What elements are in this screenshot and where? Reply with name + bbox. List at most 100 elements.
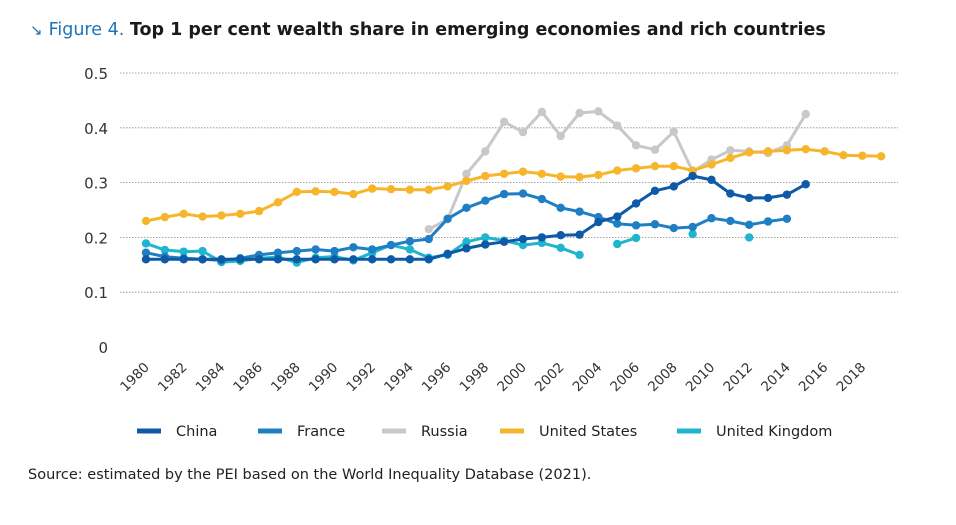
data-point-france	[613, 219, 622, 228]
data-point-china	[669, 182, 678, 191]
data-point-france	[311, 245, 320, 254]
data-point-united-states	[707, 160, 716, 169]
data-point-united-states	[292, 187, 301, 197]
data-point-france	[443, 214, 452, 223]
y-tick-label: 0.3	[84, 175, 108, 193]
data-point-china	[368, 255, 377, 264]
data-point-france	[688, 222, 697, 232]
series-line-china	[146, 174, 807, 261]
legend-label-united-kingdom: United Kingdom	[716, 424, 832, 440]
data-point-united-states	[801, 144, 810, 154]
data-point-france	[273, 248, 283, 257]
x-tick-label: 2012	[720, 360, 756, 396]
data-point-china	[424, 255, 433, 264]
x-tick-label: 2006	[607, 360, 643, 396]
figure-title: Top 1 per cent wealth share in emerging …	[129, 20, 826, 40]
data-point-china	[763, 193, 773, 203]
data-point-france	[424, 234, 433, 244]
data-point-france	[330, 246, 339, 256]
data-point-united-kingdom	[556, 243, 565, 253]
data-point-china	[443, 249, 452, 259]
data-point-united-states	[537, 169, 547, 179]
data-point-united-states	[594, 170, 603, 180]
data-point-russia	[801, 109, 810, 119]
data-point-france	[462, 203, 471, 213]
data-point-united-states	[349, 189, 358, 199]
x-tick-label: 1990	[306, 360, 342, 396]
data-point-united-states	[217, 211, 226, 220]
data-point-united-states	[745, 148, 754, 157]
data-point-china	[575, 230, 584, 239]
arrow-down-right-icon: ↘	[30, 21, 43, 39]
data-point-united-states	[820, 147, 829, 156]
data-point-china	[707, 175, 716, 185]
data-point-united-states	[556, 172, 565, 181]
y-tick-label: 0	[98, 339, 108, 357]
figure-number: Figure 4.	[48, 20, 125, 40]
data-point-china	[254, 255, 264, 264]
data-point-united-states	[613, 166, 622, 175]
data-point-france	[575, 207, 584, 216]
data-point-united-states	[876, 152, 886, 161]
data-point-united-states	[631, 164, 641, 173]
data-point-united-kingdom	[518, 240, 528, 250]
data-point-united-kingdom	[745, 233, 754, 242]
legend-label-france: France	[297, 424, 345, 440]
source-note: Source: estimated by the PEI based on th…	[28, 467, 592, 483]
data-point-china	[537, 233, 547, 242]
data-point-france	[349, 243, 358, 252]
x-tick-label: 1980	[117, 360, 153, 396]
data-point-russia	[556, 131, 565, 141]
data-point-china	[179, 255, 188, 264]
x-tick-label: 2010	[683, 360, 719, 396]
data-point-russia	[518, 127, 528, 137]
data-point-china	[613, 212, 622, 221]
data-point-france	[556, 203, 565, 213]
data-point-china	[726, 189, 735, 198]
data-point-russia	[613, 121, 622, 130]
data-point-france	[368, 245, 377, 254]
data-point-united-states	[763, 147, 773, 156]
data-point-china	[650, 186, 660, 196]
data-point-united-states	[481, 171, 490, 181]
data-point-france	[537, 194, 547, 204]
x-tick-label: 1998	[457, 360, 493, 396]
data-point-united-states	[462, 176, 471, 186]
data-point-united-kingdom	[405, 245, 415, 254]
data-point-china	[745, 193, 754, 203]
data-point-france	[386, 240, 396, 250]
data-point-united-kingdom	[462, 237, 471, 246]
data-point-united-states	[839, 151, 848, 160]
y-tick-label: 0.5	[84, 65, 108, 83]
data-point-russia	[594, 107, 603, 116]
data-point-france	[481, 196, 490, 205]
y-tick-label: 0.4	[84, 120, 108, 138]
data-point-china	[273, 255, 283, 264]
data-point-france	[141, 248, 151, 257]
x-tick-label: 2008	[645, 360, 681, 396]
x-tick-label: 2018	[834, 360, 870, 396]
data-point-france	[405, 237, 415, 246]
data-point-china	[405, 255, 415, 264]
data-point-united-kingdom	[631, 233, 641, 243]
x-tick-label: 1982	[155, 360, 191, 396]
data-point-france	[669, 223, 678, 233]
x-tick-label: 1988	[268, 360, 304, 396]
data-point-russia	[631, 141, 641, 150]
data-point-france	[650, 220, 660, 229]
data-point-china	[518, 234, 528, 244]
data-point-united-states	[160, 212, 170, 222]
data-point-china	[481, 240, 490, 249]
data-point-russia	[424, 224, 433, 234]
data-point-china	[236, 255, 245, 264]
data-point-united-states	[443, 182, 452, 191]
data-point-united-states	[669, 161, 678, 171]
data-point-france	[518, 189, 528, 198]
data-point-china	[386, 255, 396, 264]
data-point-russia	[669, 127, 678, 136]
data-point-united-kingdom	[481, 233, 490, 242]
figure-title-row: ↘ Figure 4. Top 1 per cent wealth share i…	[30, 20, 826, 46]
data-point-united-states	[782, 146, 792, 155]
data-point-united-states	[141, 216, 151, 226]
data-point-france	[745, 220, 754, 229]
